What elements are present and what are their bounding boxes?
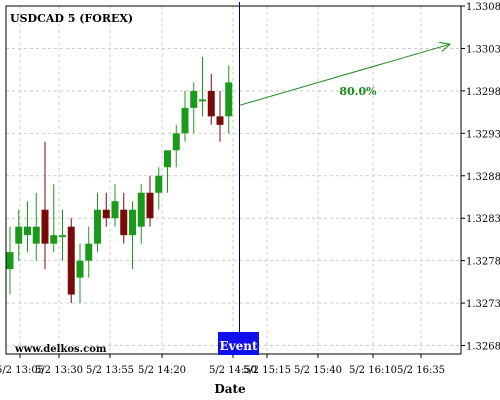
y-tick-label: 1.3273: [466, 299, 500, 310]
candle-body: [172, 133, 180, 151]
candle-body: [85, 243, 93, 261]
candle: [172, 124, 180, 168]
forecast-line: [239, 43, 451, 106]
x-tick-label: 5/2 15:40: [294, 365, 342, 376]
candle-body: [6, 252, 14, 270]
candles: [6, 56, 233, 304]
candle: [67, 218, 75, 304]
x-axis-ticks: 5/2 13:055/2 13:30 5/2 13:55 5/2 14:20 5/2 …: [0, 354, 445, 376]
x-tick-label: 5/2 13:05: [0, 365, 44, 376]
x-axis-label: Date: [214, 382, 246, 396]
candle: [24, 201, 31, 253]
x-tick-label: 5/2 16:35: [397, 365, 445, 376]
candle-body: [207, 90, 215, 117]
candle: [181, 90, 189, 142]
event-label: Event: [219, 339, 257, 353]
y-tick-label: 1.3288: [466, 172, 500, 183]
grid-lines: [6, 5, 461, 354]
forecast-arrowhead: [439, 41, 452, 52]
candle: [207, 73, 215, 125]
candle: [216, 90, 224, 142]
candle-body: [50, 235, 58, 244]
x-tick-label: 5/2 15:15: [243, 365, 291, 376]
x-tick-label: 5/2 14:50: [209, 365, 257, 376]
candle-body: [41, 209, 49, 244]
chart-title: USDCAD 5 (FOREX): [10, 12, 133, 25]
y-tick-label: 1.3283: [466, 214, 500, 225]
candle-body: [94, 209, 101, 244]
candle-body: [32, 226, 40, 244]
candle: [146, 175, 154, 227]
candle: [85, 226, 93, 278]
candle: [164, 150, 171, 193]
x-tick-label: 5/2 13:55: [86, 365, 134, 376]
candle-body: [59, 235, 66, 238]
y-tick-label: 1.3278: [466, 257, 500, 268]
candle: [199, 56, 206, 117]
candle-body: [129, 209, 136, 236]
candle-body: [24, 226, 31, 236]
candle-body: [137, 192, 145, 227]
candle: [76, 243, 84, 304]
candle: [32, 192, 40, 261]
candle: [225, 65, 233, 134]
candle: [155, 167, 163, 210]
candle: [120, 192, 128, 244]
y-axis-ticks: 1.3308 1.3303 1.3298 1.3293 1.3288 1.3283 1.32…: [461, 2, 500, 353]
y-tick-label: 1.3303: [466, 44, 500, 55]
event-box: [218, 332, 259, 355]
candle-body: [164, 150, 171, 168]
candle-body: [199, 99, 206, 102]
candle: [111, 184, 119, 227]
candle-body: [67, 226, 75, 295]
watermark: www.delkos.com: [14, 344, 107, 355]
candle-body: [225, 82, 233, 117]
candle: [102, 192, 110, 227]
x-tick-label: 5/2 13:30: [35, 365, 83, 376]
forecast-arrow: 80.0%: [239, 41, 452, 106]
candle-body: [181, 107, 189, 134]
event-marker: Event: [218, 332, 259, 355]
candle: [41, 141, 49, 270]
candle: [59, 209, 66, 261]
y-tick-label: 1.3268: [466, 342, 500, 353]
x-tick-label: 5/2 16:10: [349, 365, 397, 376]
y-tick-label: 1.3298: [466, 87, 500, 98]
forecast-probability: 80.0%: [339, 85, 377, 98]
candle-body: [76, 260, 84, 278]
candle: [129, 201, 136, 270]
x-tick-label: 5/2 14:20: [138, 365, 186, 376]
y-tick-label: 1.3308: [466, 2, 500, 13]
candle-body: [216, 116, 224, 125]
candle-body: [146, 192, 154, 219]
candle: [94, 192, 101, 253]
y-tick-label: 1.3293: [466, 129, 500, 140]
candle-body: [15, 226, 23, 244]
candle-body: [190, 90, 198, 108]
candle: [15, 209, 23, 261]
candle: [190, 82, 198, 134]
candle: [50, 184, 58, 253]
candle-body: [111, 201, 119, 219]
candle: [6, 226, 14, 295]
candle-body: [155, 175, 163, 193]
candle-body: [102, 209, 110, 219]
candle: [137, 184, 145, 244]
candle-body: [120, 209, 128, 236]
